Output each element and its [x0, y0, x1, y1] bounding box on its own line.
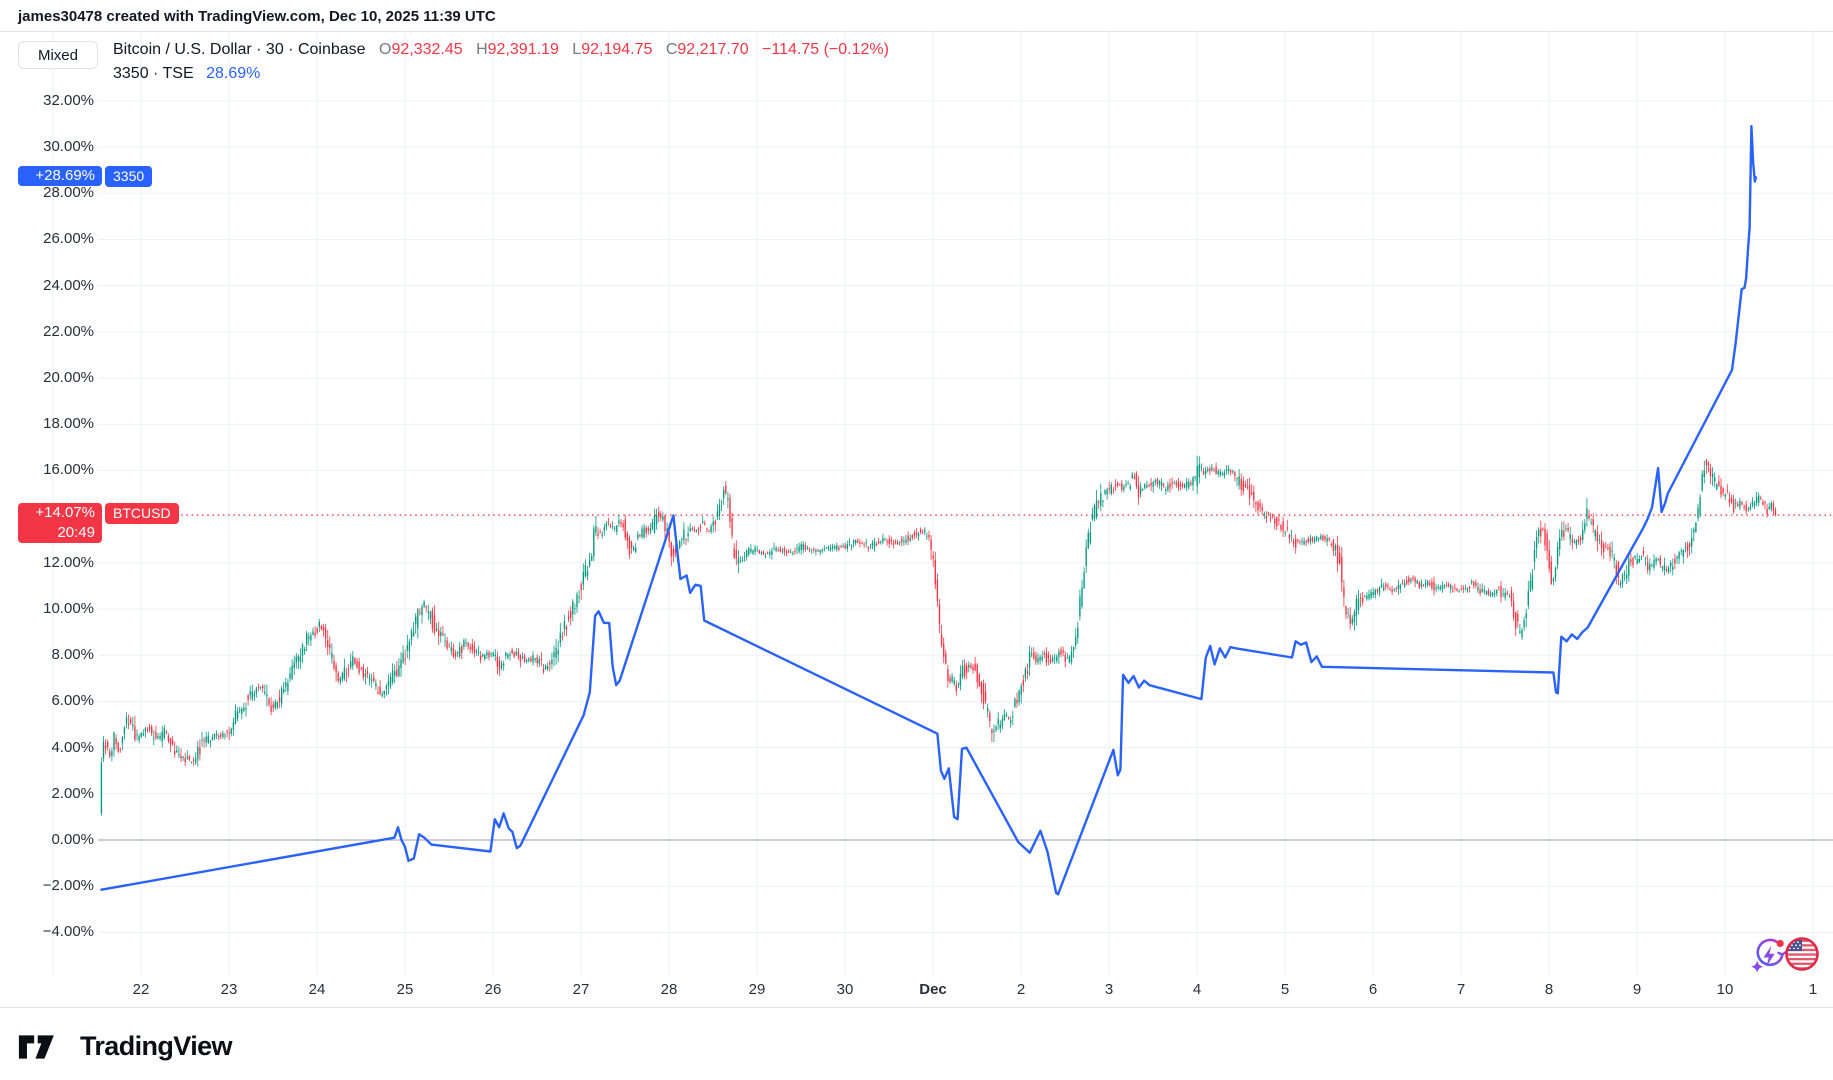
y-axis-label: 30.00%	[43, 138, 94, 155]
x-axis-label: 25	[396, 981, 414, 998]
x-axis-label: 6	[1368, 981, 1378, 998]
main-price-badge: +14.07% 20:49	[18, 503, 102, 543]
x-axis-label: 28	[660, 981, 678, 998]
x-axis-label: 2	[1016, 981, 1026, 998]
compare-price-label: +28.69% 3350	[18, 166, 153, 187]
y-axis-label: 16.00%	[43, 461, 94, 478]
x-axis-label: 22	[132, 981, 150, 998]
widget-top-border	[0, 31, 1833, 32]
ai-spark-icon[interactable]	[1749, 935, 1789, 982]
ohlc-low-label: L	[572, 41, 582, 58]
chart-type-mixed-button[interactable]: Mixed	[18, 41, 98, 69]
x-axis-label: 1	[1808, 981, 1818, 998]
x-axis-label: 29	[748, 981, 766, 998]
y-axis-label: 4.00%	[51, 739, 94, 756]
x-axis-label: 30	[836, 981, 854, 998]
x-axis-label: 10	[1716, 981, 1734, 998]
y-axis-label: 6.00%	[51, 692, 94, 709]
y-axis-label: 0.00%	[51, 831, 94, 848]
x-axis-label: 26	[484, 981, 502, 998]
y-axis-label: 12.00%	[43, 554, 94, 571]
compare-symbol-badge: 3350	[105, 166, 153, 187]
y-axis-label: 22.00%	[43, 323, 94, 340]
y-axis-label: 18.00%	[43, 415, 94, 432]
x-axis-label: Dec	[919, 981, 947, 998]
y-axis-label: 28.00%	[43, 184, 94, 201]
x-axis-label: 9	[1632, 981, 1642, 998]
widget-bottom-border	[0, 1007, 1833, 1008]
compare-price-badge: +28.69%	[18, 166, 102, 186]
x-axis-label: 3	[1104, 981, 1114, 998]
y-axis-label: 32.00%	[43, 92, 94, 109]
ohlc-close-value: 92,217.70	[677, 41, 749, 58]
corner-badges	[1749, 935, 1821, 982]
legend-main-series-row[interactable]: Bitcoin / U.S. Dollar · 30 · Coinbase O9…	[113, 38, 889, 62]
y-axis-label: −4.00%	[42, 923, 94, 940]
y-axis-label: 8.00%	[51, 646, 94, 663]
main-price-value: +14.07%	[35, 504, 95, 521]
main-symbol-badge: BTCUSD	[105, 503, 179, 524]
chart-legend: Bitcoin / U.S. Dollar · 30 · Coinbase O9…	[113, 38, 889, 86]
us-flag-icon[interactable]	[1783, 935, 1821, 982]
attribution-text: james30478 created with TradingView.com,…	[18, 8, 496, 25]
tradingview-logo-text: TradingView	[80, 1031, 233, 1061]
y-axis-label: 20.00%	[43, 369, 94, 386]
legend-compare-series-row[interactable]: 3350 · TSE 28.69%	[113, 62, 889, 86]
main-series-title[interactable]: Bitcoin / U.S. Dollar · 30 · Coinbase	[113, 41, 366, 58]
y-axis-label: 10.00%	[43, 600, 94, 617]
x-axis-label: 24	[308, 981, 326, 998]
ohlc-close-label: C	[665, 41, 678, 58]
x-axis-label: 27	[572, 981, 590, 998]
main-price-label: +14.07% 20:49 BTCUSD	[18, 503, 179, 543]
y-axis-label: −2.00%	[42, 877, 94, 894]
compare-series-change: 28.69%	[206, 65, 261, 82]
ohlc-change-value: −114.75 (−0.12%)	[762, 41, 889, 58]
tradingview-logo-mark	[18, 1034, 54, 1059]
x-axis-label: 4	[1192, 981, 1202, 998]
ohlc-high-value: 92,391.19	[487, 41, 559, 58]
y-axis-label: 26.00%	[43, 230, 94, 247]
x-axis-label: 23	[220, 981, 238, 998]
compare-series-title[interactable]: 3350 · TSE	[113, 65, 194, 82]
x-axis-label: 7	[1456, 981, 1466, 998]
tradingview-logo[interactable]: TradingView	[18, 1031, 233, 1062]
x-axis-label: 5	[1280, 981, 1290, 998]
ohlc-low-value: 92,194.75	[581, 41, 653, 58]
ohlc-open-label: O	[379, 41, 392, 58]
ohlc-high-label: H	[476, 41, 488, 58]
ohlc-open-value: 92,332.45	[391, 41, 463, 58]
y-axis-label: 24.00%	[43, 277, 94, 294]
compare-price-value: +28.69%	[35, 167, 95, 184]
y-axis-label: 2.00%	[51, 785, 94, 802]
x-axis-label: 8	[1544, 981, 1554, 998]
bar-countdown: 20:49	[57, 524, 95, 541]
